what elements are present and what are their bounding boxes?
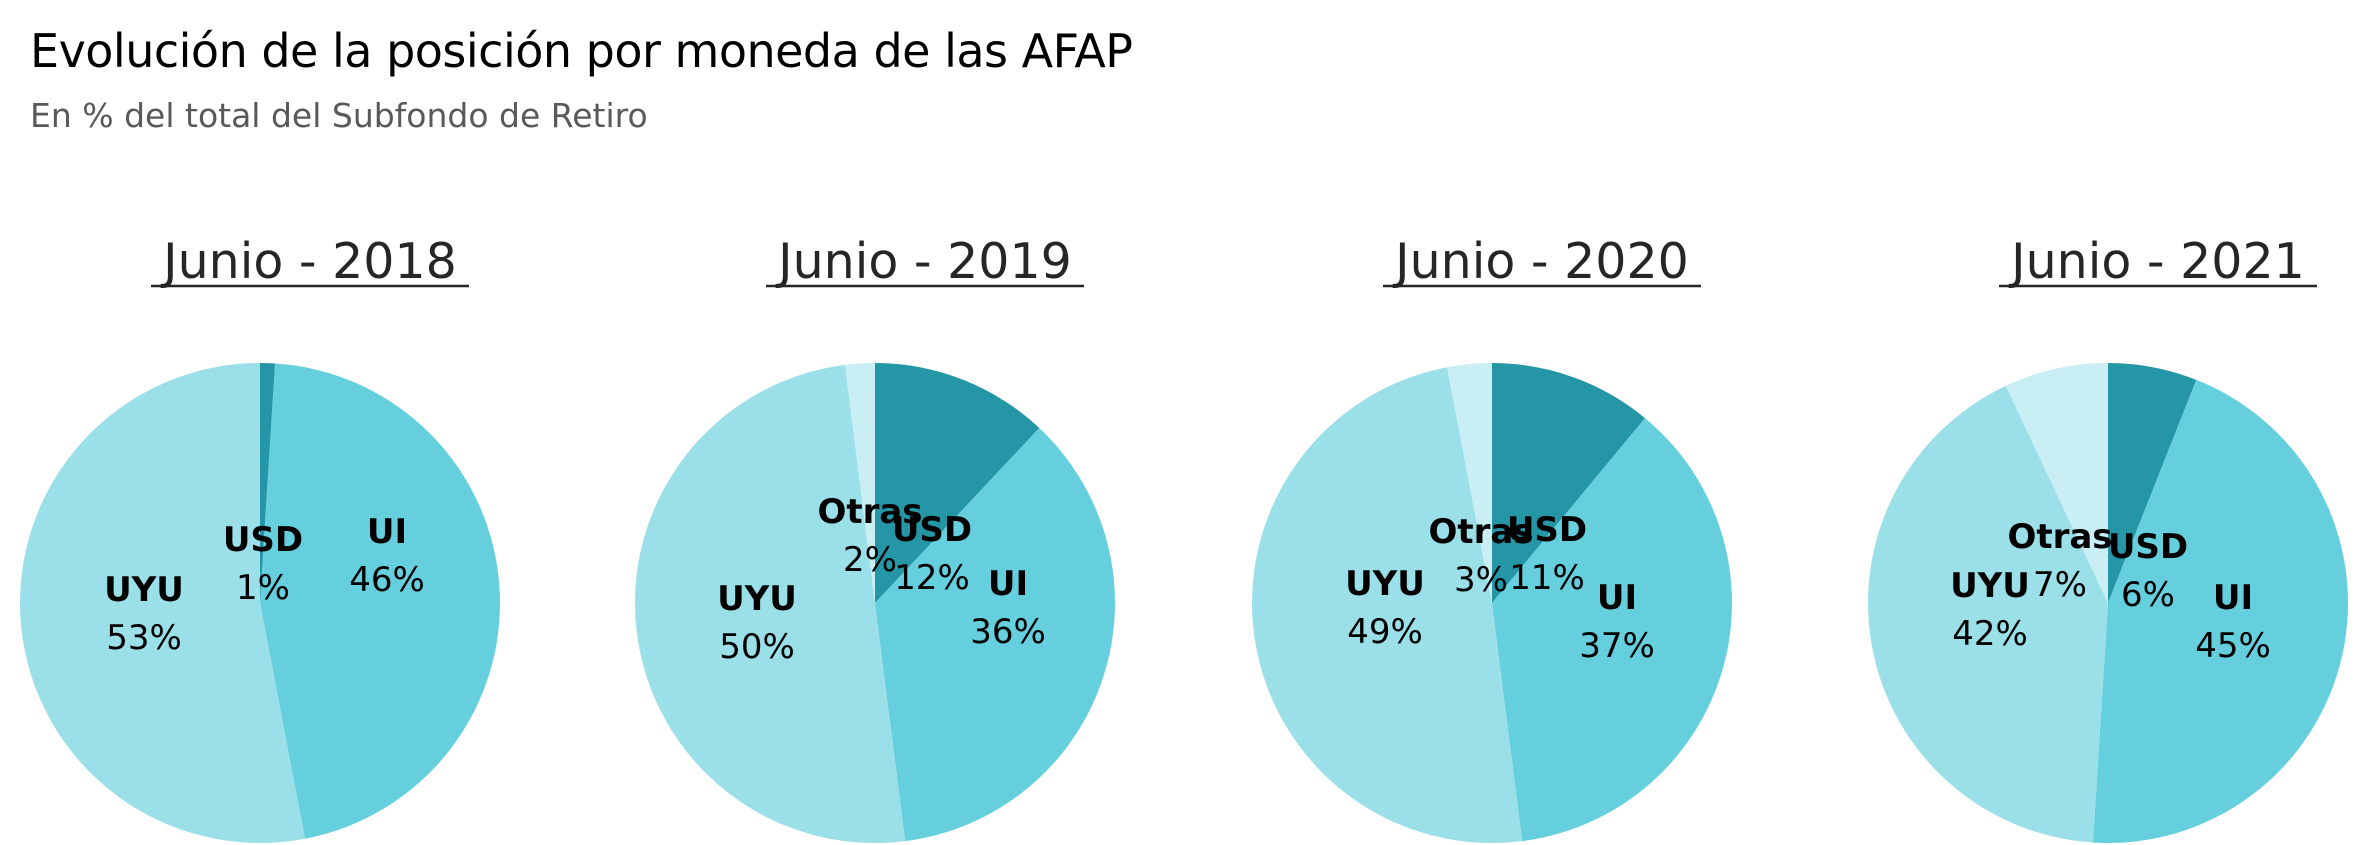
slice-category-label: UI	[1597, 578, 1637, 618]
chart-title: Evolución de la posición por moneda de l…	[30, 24, 1133, 78]
slice-category-label: UYU	[104, 570, 184, 610]
slice-value-label: 3%	[1454, 560, 1508, 600]
pie-slice-usd	[2108, 363, 2197, 603]
slice-value-label: 11%	[1509, 558, 1585, 598]
pie-slice-usd	[1492, 363, 1645, 603]
pie-slice-usd	[875, 363, 1040, 603]
slice-category-label: USD	[892, 510, 972, 550]
slice-category-label: UYU	[717, 579, 797, 619]
pie-slice-otras	[844, 363, 875, 603]
pie-slice-ui	[2092, 379, 2349, 843]
pie-slice-otras	[1447, 363, 1492, 603]
slice-value-label: 53%	[106, 618, 182, 658]
pie-slice-usd	[260, 363, 276, 603]
slice-category-label: Otras	[1428, 512, 1533, 552]
pie-chart: Junio - 2020 USD 11% UI 37% UYU 49% Otras 3%	[1252, 233, 1733, 843]
pie-chart: Junio - 2019 USD 12% UI 36% UYU 50% Otras 2%	[635, 233, 1116, 843]
pie-title: Junio - 2019	[775, 233, 1072, 290]
pie-slice-ui	[1492, 418, 1733, 842]
slice-category-label: USD	[223, 520, 303, 560]
pie-slice-ui	[260, 363, 501, 839]
slice-value-label: 1%	[236, 568, 290, 608]
slice-category-label: Otras	[817, 492, 922, 532]
slice-value-label: 45%	[2195, 626, 2271, 666]
pie-title: Junio - 2020	[1392, 233, 1689, 290]
slice-category-label: USD	[2108, 527, 2188, 567]
slice-value-label: 12%	[894, 558, 970, 598]
slice-value-label: 49%	[1347, 612, 1423, 652]
slice-value-label: 7%	[2033, 565, 2087, 605]
pie-chart: Junio - 2021 USD 6% UI 45% UYU 42% Otras 7%	[1868, 233, 2349, 843]
pie-slice-uyu	[20, 363, 305, 843]
pie-chart: Junio - 2018 USD 1% UI 46% UYU 53%	[20, 233, 501, 843]
slice-category-label: UI	[2213, 578, 2253, 618]
slice-value-label: 2%	[843, 540, 897, 580]
slice-value-label: 6%	[2121, 575, 2175, 615]
pie-title: Junio - 2018	[160, 233, 457, 290]
slice-value-label: 42%	[1952, 614, 2028, 654]
slice-category-label: UYU	[1345, 564, 1425, 604]
slice-value-label: 46%	[349, 560, 425, 600]
pie-slice-uyu	[1868, 385, 2108, 843]
pie-slice-uyu	[635, 364, 906, 843]
slice-category-label: UI	[367, 512, 407, 552]
pie-slice-otras	[2005, 363, 2108, 603]
pie-slice-uyu	[1252, 367, 1523, 843]
slice-category-label: UI	[988, 564, 1028, 604]
slice-value-label: 37%	[1579, 626, 1655, 666]
pie-title: Junio - 2021	[2008, 233, 2305, 290]
slice-value-label: 36%	[970, 612, 1046, 652]
slice-category-label: Otras	[2007, 517, 2112, 557]
pie-slice-ui	[875, 428, 1116, 842]
slice-value-label: 50%	[719, 627, 795, 667]
chart-subtitle: En % del total del Subfondo de Retiro	[30, 96, 648, 135]
slice-category-label: USD	[1507, 510, 1587, 550]
slice-category-label: UYU	[1950, 566, 2030, 606]
